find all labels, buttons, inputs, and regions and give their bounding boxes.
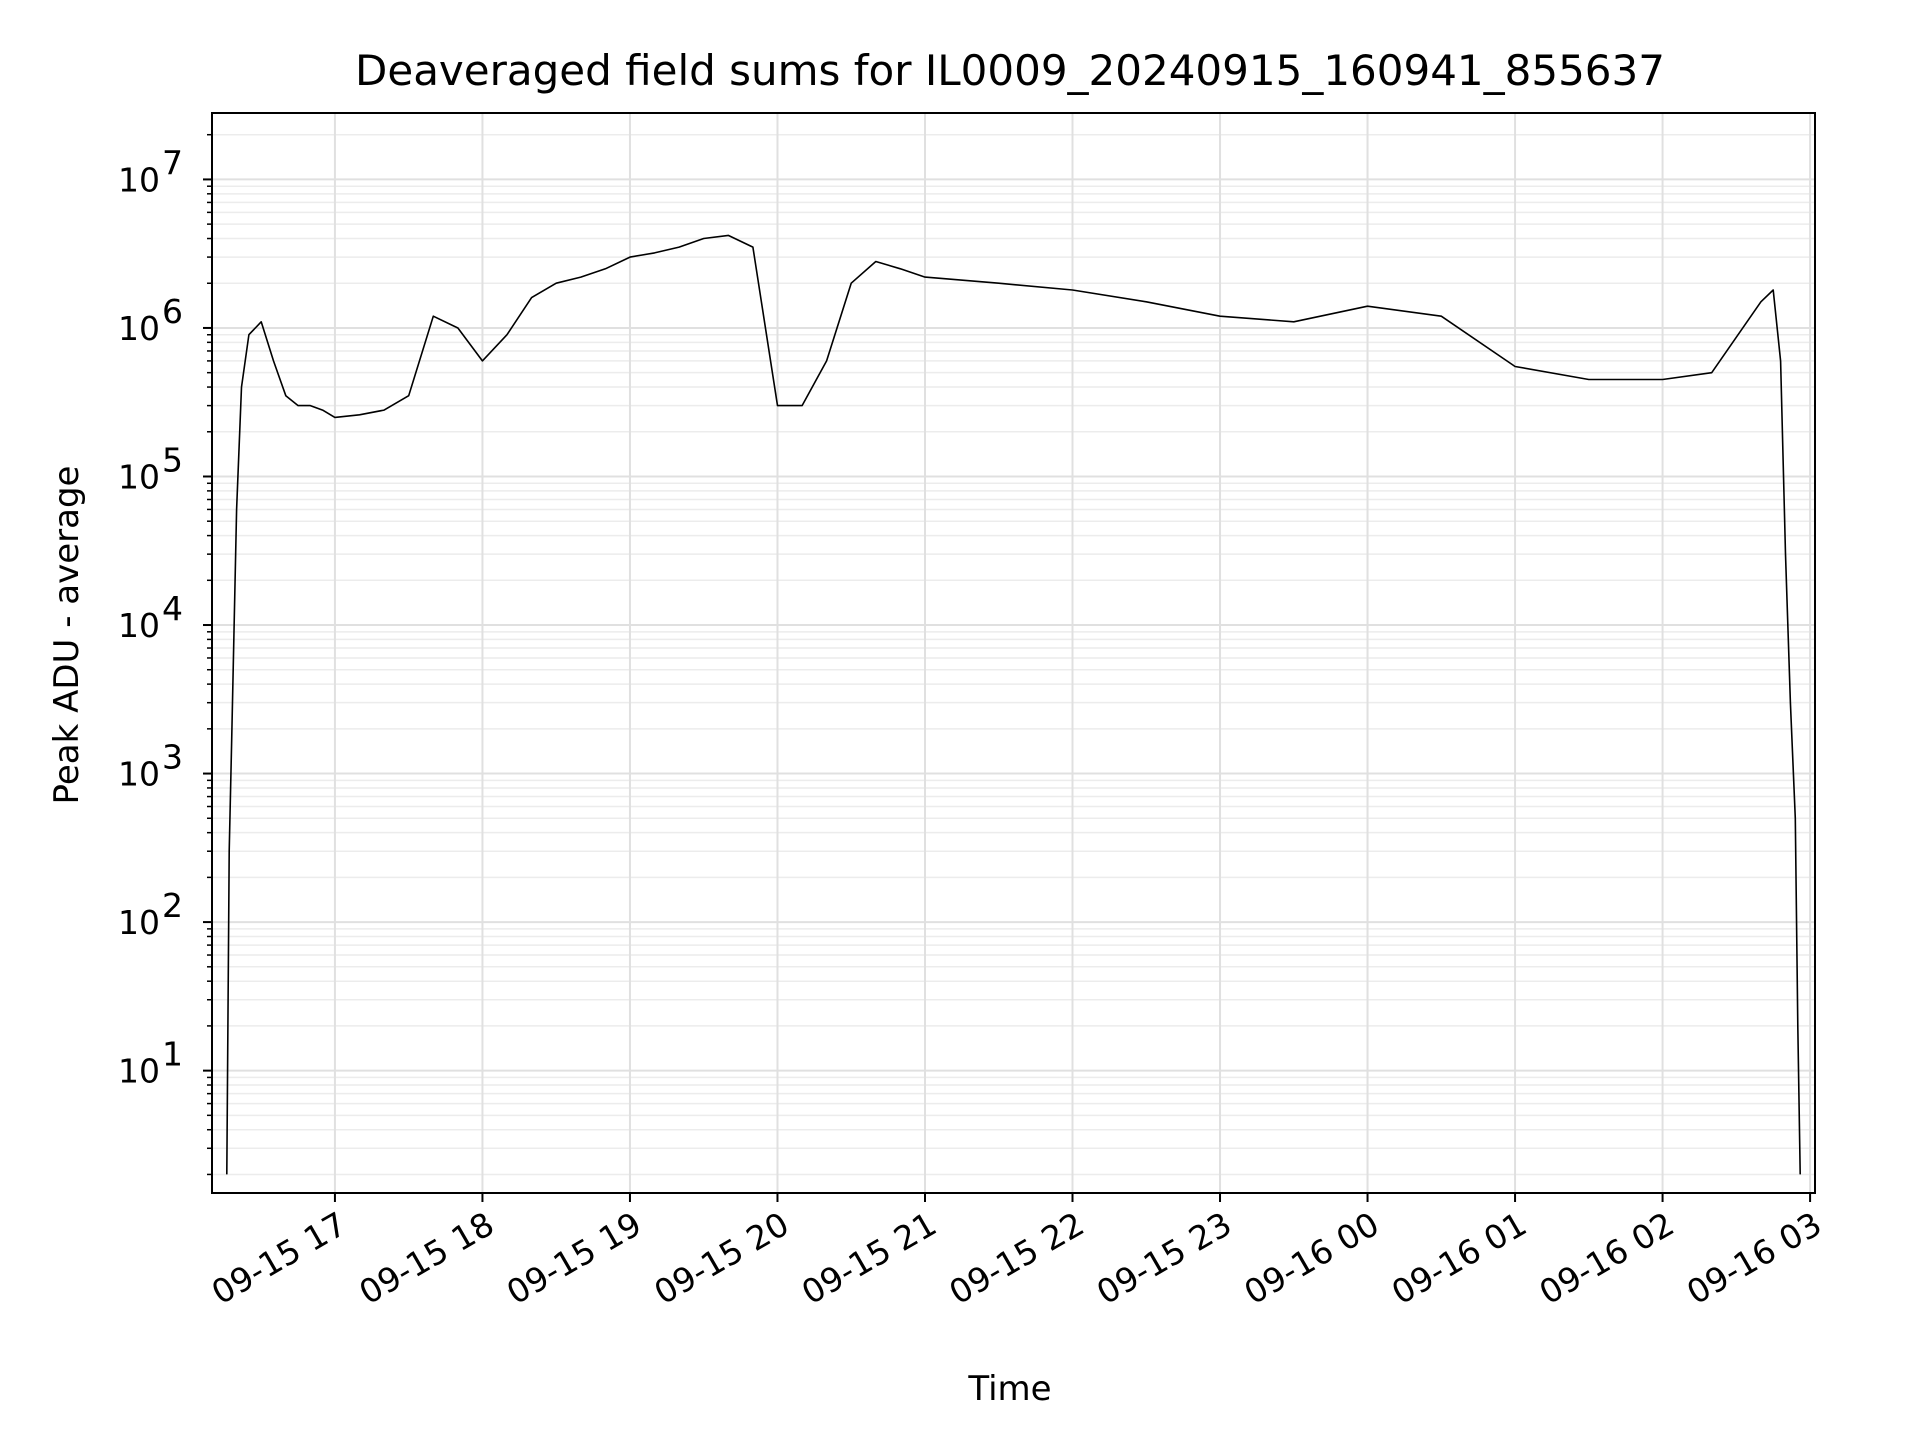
y-tick-label: 10	[118, 903, 160, 942]
x-axis-label: Time	[967, 1369, 1051, 1409]
y-tick-label-exponent: 1	[162, 1035, 183, 1074]
y-tick-label: 10	[118, 755, 160, 794]
y-tick-label: 10	[118, 457, 160, 496]
y-tick-label-exponent: 4	[162, 589, 183, 628]
plot-frame	[211, 112, 1816, 1194]
y-tick-label-exponent: 7	[162, 143, 183, 182]
y-tick-label-exponent: 2	[162, 886, 183, 925]
y-tick-label: 10	[118, 309, 160, 348]
grid	[212, 113, 1815, 1193]
y-tick-label: 10	[118, 1052, 160, 1091]
y-tick-label: 10	[118, 606, 160, 645]
series-layer	[226, 234, 1801, 1175]
y-tick-label-exponent: 5	[162, 440, 183, 479]
y-tick-label-exponent: 3	[162, 738, 183, 777]
y-axis-label: Peak ADU - average	[47, 466, 87, 805]
y-tick-label-exponent: 6	[162, 292, 183, 331]
series-line	[226, 234, 1801, 1175]
chart-title: Deaveraged field sums for IL0009_2024091…	[355, 46, 1665, 95]
y-tick-label: 10	[118, 160, 160, 199]
